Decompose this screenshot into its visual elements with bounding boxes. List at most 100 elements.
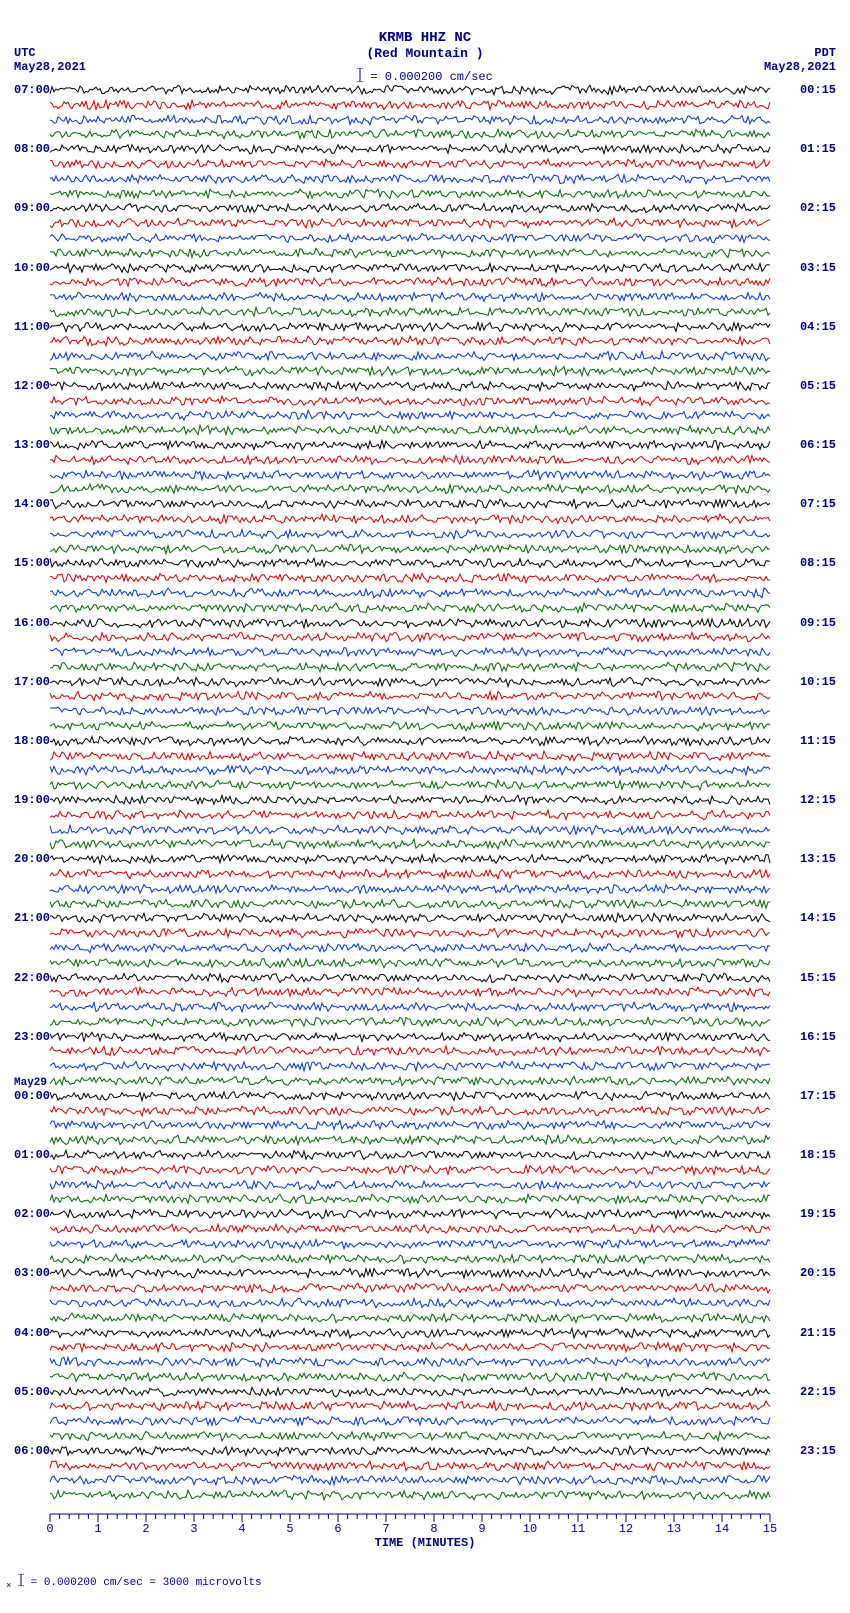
seismic-trace [50,1487,770,1503]
seismic-trace [50,1295,770,1311]
pdt-hour-label: 15:15 [800,971,836,985]
seismic-trace [50,1398,770,1414]
pdt-hour-label: 11:15 [800,734,836,748]
seismic-trace [50,940,770,956]
seismic-trace [50,1413,770,1429]
utc-hour-label: 08:00 [14,142,50,156]
utc-hour-label: 06:00 [14,1444,50,1458]
seismic-trace [50,1088,770,1104]
utc-hour-label: 01:00 [14,1148,50,1162]
seismic-trace [50,674,770,690]
pdt-hour-label: 05:15 [800,379,836,393]
top-right-timezone: PDT [814,46,836,60]
seismic-trace [50,260,770,276]
footer-scale: × = 0.000200 cm/sec = 3000 microvolts [6,1574,262,1591]
seismic-trace [50,910,770,926]
seismic-trace [50,896,770,912]
seismic-trace [50,348,770,364]
seismic-trace [50,156,770,172]
x-tick-label: 8 [430,1522,437,1536]
seismic-trace [50,437,770,453]
seismic-trace [50,511,770,527]
utc-hour-label: 07:00 [14,83,50,97]
x-tick-label: 14 [715,1522,729,1536]
seismic-trace [50,807,770,823]
top-left-timezone: UTC [14,46,36,60]
utc-hour-label: 20:00 [14,852,50,866]
seismic-trace [50,1443,770,1459]
pdt-hour-label: 19:15 [800,1207,836,1221]
x-tick-label: 4 [238,1522,245,1536]
utc-hour-label: 13:00 [14,438,50,452]
seismic-trace [50,526,770,542]
seismic-trace [50,570,770,586]
seismic-trace [50,496,770,512]
seismic-trace [50,688,770,704]
utc-hour-label: 17:00 [14,675,50,689]
seismic-trace [50,230,770,246]
x-tick-label: 3 [190,1522,197,1536]
seismic-trace [50,1191,770,1207]
seismic-trace [50,112,770,128]
seismic-trace [50,215,770,231]
utc-day-break: May29 [14,1077,47,1089]
seismic-trace [50,1265,770,1281]
seismic-trace [50,1177,770,1193]
utc-hour-label: 15:00 [14,556,50,570]
pdt-hour-label: 06:15 [800,438,836,452]
utc-hour-label: 19:00 [14,793,50,807]
seismic-trace [50,1103,770,1119]
seismic-trace [50,1147,770,1163]
seismic-trace [50,629,770,645]
seismic-trace [50,866,770,882]
utc-hour-label: 10:00 [14,261,50,275]
pdt-hour-label: 00:15 [800,83,836,97]
seismic-trace [50,718,770,734]
pdt-hour-label: 10:15 [800,675,836,689]
seismic-trace [50,141,770,157]
x-tick-label: 13 [667,1522,681,1536]
seismic-trace [50,126,770,142]
seismic-trace [50,555,770,571]
seismic-trace [50,422,770,438]
seismic-trace [50,984,770,1000]
x-tick-label: 2 [142,1522,149,1536]
seismic-trace [50,97,770,113]
seismic-trace [50,186,770,202]
utc-hour-label: 16:00 [14,616,50,630]
seismic-trace [50,1043,770,1059]
pdt-hour-label: 02:15 [800,201,836,215]
seismic-trace [50,851,770,867]
seismic-trace [50,378,770,394]
seismic-trace [50,1117,770,1133]
utc-hour-label: 00:00 [14,1089,50,1103]
seismic-trace [50,585,770,601]
seismic-trace [50,1132,770,1148]
pdt-hour-label: 22:15 [800,1385,836,1399]
seismic-trace [50,733,770,749]
seismic-trace [50,748,770,764]
utc-hour-label: 09:00 [14,201,50,215]
pdt-hour-label: 13:15 [800,852,836,866]
pdt-hour-label: 09:15 [800,616,836,630]
pdt-hour-label: 14:15 [800,911,836,925]
seismic-trace [50,274,770,290]
seismic-trace [50,600,770,616]
utc-hour-label: 03:00 [14,1266,50,1280]
seismic-trace [50,1029,770,1045]
seismic-trace [50,925,770,941]
x-tick-label: 10 [523,1522,537,1536]
seismic-trace [50,659,770,675]
pdt-hour-label: 23:15 [800,1444,836,1458]
seismic-trace [50,999,770,1015]
top-right-date: May28,2021 [764,60,836,74]
seismic-trace [50,304,770,320]
seismic-trace [50,407,770,423]
pdt-hour-label: 12:15 [800,793,836,807]
pdt-hour-label: 20:15 [800,1266,836,1280]
seismic-trace [50,1472,770,1488]
pdt-hour-label: 07:15 [800,497,836,511]
seismic-trace [50,1236,770,1252]
pdt-hour-label: 16:15 [800,1030,836,1044]
x-axis-label: TIME (MINUTES) [0,1536,850,1550]
